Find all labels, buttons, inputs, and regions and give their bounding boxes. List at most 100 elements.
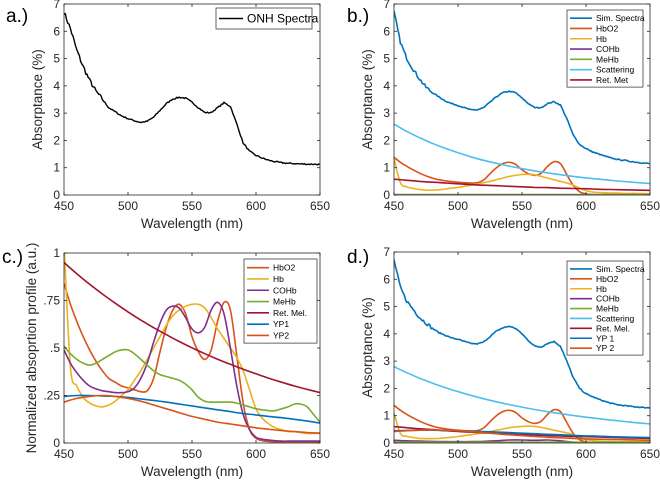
y-tick-label: 5: [383, 52, 390, 66]
legend-entry: Hb: [596, 284, 607, 294]
legend-entry: HbO2: [273, 263, 295, 273]
panel-b: 450 500 550 600 650 0 1 2 3 4 5 6 7 Wavelength (nm) Ab…: [347, 0, 660, 231]
legend-entry: MeHb: [596, 304, 619, 314]
y-tick-label: 0: [53, 188, 60, 202]
y-axis-label: Absorptance (%): [30, 49, 45, 150]
x-tick-label: 550: [182, 199, 202, 213]
panel-label: b.): [347, 6, 369, 27]
y-axis-label: Absorptance (%): [360, 49, 375, 150]
series-line-sim-spectra: [394, 10, 650, 165]
legend-entry: Ret. Mel.: [273, 308, 307, 318]
legend-entry: YP 1: [596, 333, 615, 343]
y-tick-label: 1: [383, 161, 390, 175]
y-tick-label: 2: [383, 133, 390, 147]
legend-entry: Sim. Spectra: [596, 264, 645, 274]
legend-entry: COHb: [596, 44, 620, 54]
y-tick-label: 7: [383, 0, 390, 11]
legend-entry: HbO2: [596, 23, 618, 33]
x-tick-label: 450: [54, 199, 74, 213]
y-tick-label: 2: [53, 133, 60, 147]
x-tick-label: 650: [310, 447, 330, 461]
x-tick-label: 450: [384, 199, 404, 213]
legend-entry: YP1: [273, 319, 289, 329]
y-tick-label: .25: [43, 389, 60, 403]
y-tick-label: 1: [383, 409, 390, 423]
plot-area: [64, 12, 320, 166]
legend-entry: ONH Spectra: [247, 12, 319, 26]
legend-entry: HbO2: [596, 274, 618, 284]
legend-entry: Ret. Met: [596, 75, 629, 85]
x-tick-label: 500: [448, 199, 468, 213]
series-line-mehb: [64, 345, 320, 423]
x-tick-label: 600: [576, 199, 596, 213]
panel-a: 450 500 550 600 650 0 1 2 3 4 5 6 7 Wavelength (nm) Ab…: [6, 0, 330, 231]
legend-box: [215, 7, 313, 30]
y-tick-label: 5: [383, 300, 390, 314]
series-line-hbo2: [64, 283, 320, 443]
y-tick-label: 3: [383, 354, 390, 368]
legend-entry: Ret. Mel.: [596, 323, 630, 333]
x-tick-label: 600: [246, 447, 266, 461]
x-axis-label: Wavelength (nm): [141, 464, 243, 479]
x-tick-label: 450: [54, 447, 74, 461]
y-tick-label: 4: [383, 327, 390, 341]
legend-entry: Hb: [596, 34, 607, 44]
y-tick-label: 0: [383, 436, 390, 450]
y-tick-label: 4: [383, 79, 390, 93]
y-tick-label: 5: [53, 52, 60, 66]
series-line-cohb: [64, 301, 320, 442]
series-line-hb: [394, 412, 650, 443]
series-line-yp2: [64, 394, 320, 434]
y-tick-label: 1: [53, 246, 60, 260]
panel-c: 450 500 550 600 650 0 .25 .5 .75 1 Wavelength (nm)…: [2, 243, 330, 479]
legend: Sim. SpectraHbO2HbCOHbMeHbScatteringRet.…: [566, 9, 645, 88]
y-tick-label: 3: [53, 106, 60, 120]
y-tick-label: 0: [53, 436, 60, 450]
legend-entry: YP 2: [596, 343, 615, 353]
x-axis-label: Wavelength (nm): [471, 464, 573, 479]
legend-entry: Scattering: [596, 313, 635, 323]
y-tick-label: 1: [53, 161, 60, 175]
legend: ONH Spectra: [215, 7, 319, 30]
x-tick-label: 550: [512, 199, 532, 213]
x-tick-label: 500: [118, 447, 138, 461]
x-tick-label: 500: [448, 447, 468, 461]
y-tick-label: 4: [53, 79, 60, 93]
legend-entry: Hb: [273, 274, 284, 284]
y-tick-label: .75: [43, 294, 60, 308]
series-line-sim-spectra: [394, 259, 650, 409]
y-tick-label: 3: [383, 106, 390, 120]
panel-label: c.): [2, 247, 23, 268]
series-line-scattering: [394, 365, 650, 425]
y-axis-label: Normalized absoprtion profile (a.u.): [24, 243, 39, 454]
x-axis-label: Wavelength (nm): [141, 216, 243, 231]
x-tick-label: 500: [118, 199, 138, 213]
x-tick-label: 650: [310, 199, 330, 213]
plot-area: [64, 253, 320, 443]
x-tick-label: 650: [640, 199, 660, 213]
legend-entry: COHb: [273, 285, 297, 295]
legend: Sim. SpectraHbO2HbCOHbMeHbScatteringRet.…: [566, 260, 645, 356]
x-tick-label: 650: [640, 447, 660, 461]
series-line-ret-mel-: [64, 261, 320, 394]
x-tick-label: 600: [246, 199, 266, 213]
legend-entry: YP2: [273, 330, 289, 340]
y-tick-label: 7: [383, 245, 390, 259]
y-tick-label: 2: [383, 381, 390, 395]
legend-entry: MeHb: [596, 54, 619, 64]
series-line-hb: [64, 253, 320, 435]
legend-entry: COHb: [596, 294, 620, 304]
x-tick-label: 550: [182, 447, 202, 461]
series-line-yp-2: [394, 429, 650, 442]
x-tick-label: 450: [384, 447, 404, 461]
y-tick-label: 7: [53, 0, 60, 11]
y-tick-label: 6: [383, 24, 390, 38]
x-tick-label: 550: [512, 447, 532, 461]
y-tick-label: .5: [50, 341, 60, 355]
y-axis-label: Absorptance (%): [360, 297, 375, 398]
series-line-scattering: [394, 123, 650, 185]
series-line-hb: [394, 157, 650, 195]
series-line-ret-met: [394, 178, 650, 192]
